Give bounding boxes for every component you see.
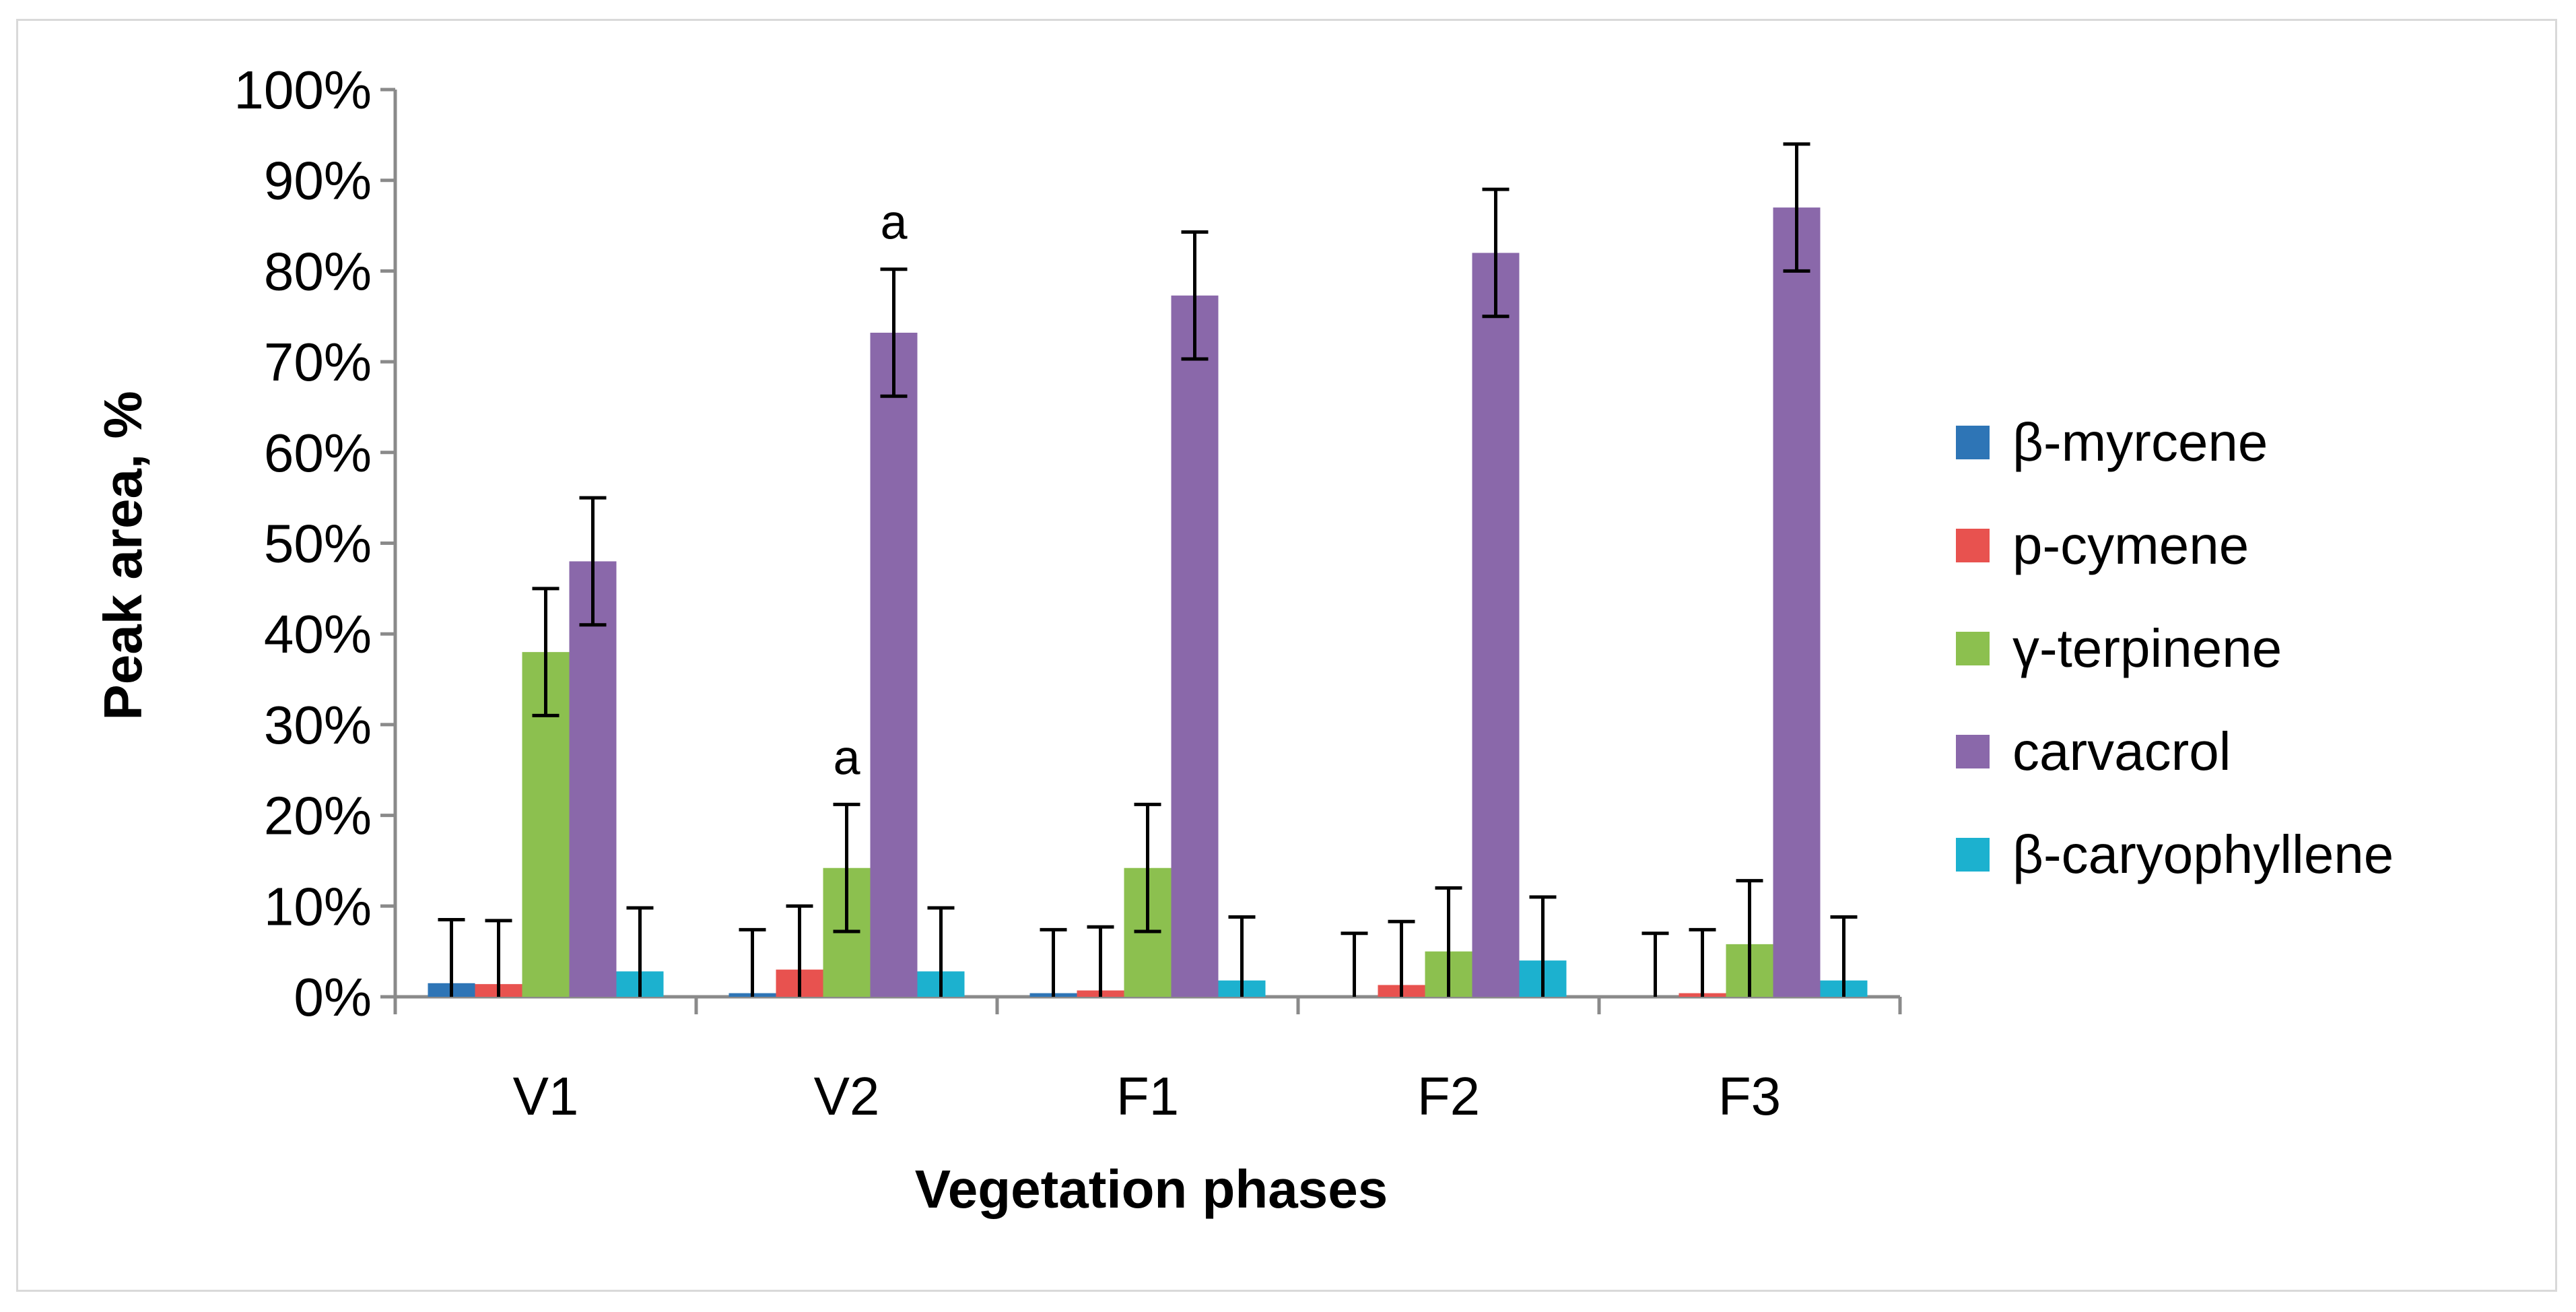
x-tick-label-v1: V1 bbox=[513, 1066, 579, 1126]
error-bar-b-caryophyllene-v2 bbox=[927, 906, 955, 997]
legend-label: p-cymene bbox=[2012, 515, 2249, 575]
error-bar-b-caryophyllene-v1 bbox=[626, 906, 654, 997]
legend: β-myrcene p-cymene γ-terpinene carvacrol β-c… bbox=[1956, 391, 2394, 906]
error-bar-b-caryophyllene-f2 bbox=[1529, 895, 1557, 997]
legend-item-b-caryophyllene: β-caryophyllene bbox=[1956, 803, 2394, 906]
legend-item-carvacrol: carvacrol bbox=[1956, 700, 2394, 803]
y-tick-label: 10% bbox=[264, 876, 372, 936]
error-bar-b-myrcene-v1 bbox=[438, 918, 465, 997]
bar-carvacrol-v1 bbox=[569, 561, 617, 997]
y-tick-label: 30% bbox=[264, 695, 372, 755]
legend-swatch bbox=[1956, 837, 1990, 872]
y-tick-labels: 0% 10% 20% 30% 40% 50% 60% 70% 80% 90% 100% bbox=[234, 60, 372, 1027]
annotations: aa bbox=[833, 196, 908, 785]
error-bar-carvacrol-v2 bbox=[880, 267, 908, 398]
chart-frame bbox=[16, 19, 2557, 1292]
error-bar-b-myrcene-f1 bbox=[1040, 927, 1067, 997]
x-tick-label-f3: F3 bbox=[1718, 1066, 1781, 1126]
error-bar-b-myrcene-v2 bbox=[739, 927, 766, 997]
bars bbox=[428, 207, 1868, 997]
bar-carvacrol-f1 bbox=[1171, 295, 1219, 997]
bar-carvacrol-f2 bbox=[1472, 253, 1520, 997]
y-tick-label: 70% bbox=[264, 332, 372, 392]
y-tick-label: 20% bbox=[264, 786, 372, 846]
error-bar-b-caryophyllene-f1 bbox=[1228, 915, 1256, 997]
legend-label: carvacrol bbox=[2012, 721, 2231, 781]
error-bar-g-terpinene-v2 bbox=[833, 802, 860, 933]
error-bar-g-terpinene-v1 bbox=[532, 587, 560, 717]
y-tick-label: 40% bbox=[264, 604, 372, 664]
error-bar-p-cymene-f3 bbox=[1689, 927, 1716, 997]
x-tick-label-f2: F2 bbox=[1417, 1066, 1480, 1126]
error-bar-carvacrol-f3 bbox=[1783, 142, 1810, 273]
annotation-label: a bbox=[833, 731, 860, 785]
error-bar-b-myrcene-f3 bbox=[1641, 931, 1669, 997]
y-tick-label: 80% bbox=[264, 241, 372, 301]
legend-label: β-caryophyllene bbox=[2012, 824, 2394, 884]
bar-carvacrol-f3 bbox=[1773, 207, 1821, 997]
error-bar-b-myrcene-f2 bbox=[1341, 931, 1368, 997]
error-bar-p-cymene-f1 bbox=[1087, 925, 1114, 997]
error-bar-carvacrol-f2 bbox=[1482, 187, 1510, 319]
error-bar-g-terpinene-f1 bbox=[1134, 802, 1161, 933]
bar-carvacrol-v2 bbox=[870, 332, 918, 997]
y-tick-label: 50% bbox=[264, 514, 372, 574]
legend-label: γ-terpinene bbox=[2012, 618, 2282, 678]
error-bar-p-cymene-f2 bbox=[1388, 919, 1415, 997]
x-tick-label-f1: F1 bbox=[1116, 1066, 1179, 1126]
legend-label: β-myrcene bbox=[2012, 412, 2268, 472]
y-axis-title: Peak area, % bbox=[93, 391, 153, 720]
y-tick-label: 90% bbox=[264, 151, 372, 211]
legend-item-p-cymene: p-cymene bbox=[1956, 494, 2394, 597]
annotation-label: a bbox=[880, 196, 908, 250]
legend-item-g-terpinene: γ-terpinene bbox=[1956, 597, 2394, 700]
error-bar-p-cymene-v1 bbox=[485, 919, 512, 997]
error-bar-g-terpinene-f3 bbox=[1736, 879, 1763, 997]
error-bar-b-caryophyllene-f3 bbox=[1830, 915, 1858, 997]
error-bar-g-terpinene-f2 bbox=[1435, 886, 1462, 997]
error-bar-carvacrol-f1 bbox=[1181, 230, 1209, 361]
error-bar-p-cymene-v2 bbox=[786, 904, 813, 997]
legend-swatch bbox=[1956, 425, 1990, 459]
y-tick-label: 60% bbox=[264, 423, 372, 483]
legend-swatch bbox=[1956, 631, 1990, 665]
error-bar-carvacrol-v1 bbox=[579, 496, 607, 627]
x-axis-title: Vegetation phases bbox=[915, 1159, 1388, 1219]
legend-item-b-myrcene: β-myrcene bbox=[1956, 391, 2394, 494]
y-tick-label: 0% bbox=[294, 967, 372, 1027]
legend-swatch bbox=[1956, 528, 1990, 562]
legend-swatch bbox=[1956, 734, 1990, 768]
error-bars bbox=[438, 142, 1858, 997]
y-tick-label: 100% bbox=[234, 60, 372, 120]
x-tick-labels: V1 V2 F1 F2 F3 bbox=[513, 1066, 1782, 1126]
x-tick-label-v2: V2 bbox=[814, 1066, 880, 1126]
